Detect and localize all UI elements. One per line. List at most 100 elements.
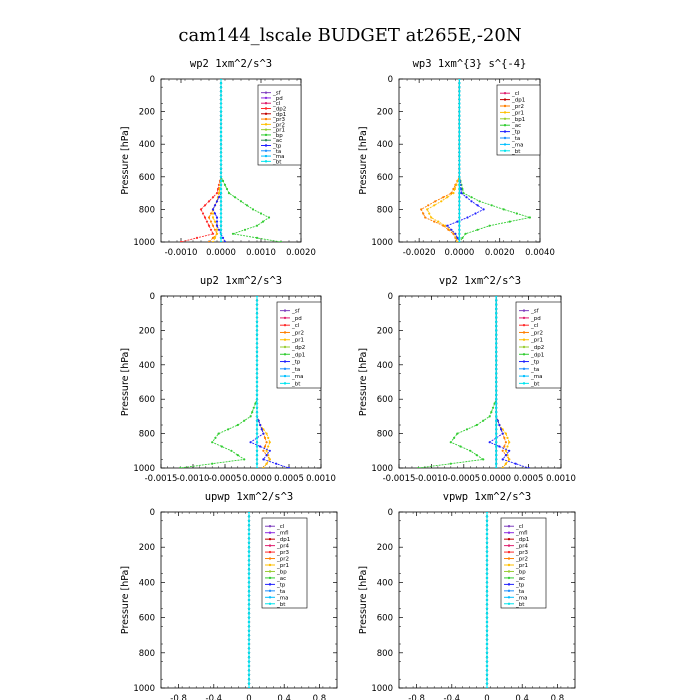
panel-title: wp3 1xm^{3} s^{-4} [413, 58, 527, 70]
legend-label: _bp1 [511, 117, 525, 123]
series-point-bt [485, 651, 489, 654]
series-point-pr1 [504, 462, 507, 465]
legend-label: _bp [515, 569, 526, 575]
x-tick-label: 0.0020 [286, 248, 316, 258]
series-point-dp1 [453, 436, 456, 439]
y-tick-label: 200 [377, 108, 393, 118]
series-point-bt [495, 303, 498, 306]
series-point-bt [255, 376, 259, 379]
legend-marker [268, 531, 272, 534]
series-point-bt [458, 163, 461, 166]
series-point-bt [458, 175, 461, 178]
series-point-bt [485, 512, 489, 514]
series-point-bt [219, 82, 223, 85]
series-point-bt [255, 368, 259, 371]
series-point-dp1 [475, 423, 478, 427]
series-point-bt [458, 151, 461, 154]
series-point-bt [458, 220, 461, 223]
series-point-bt [247, 590, 251, 593]
legend-label: _tp [530, 360, 540, 366]
panel-1: wp2 1xm^2/s^3 Pressure [hPa] 0 200 400 600 800… [120, 58, 316, 258]
series-point-bt [219, 126, 223, 129]
series-point-pr2 [265, 441, 268, 444]
series-point-tp [259, 423, 262, 427]
series-point-bt [485, 594, 489, 597]
series-point-pr1 [268, 458, 271, 461]
legend-marker [503, 117, 507, 121]
series-point-bt [458, 94, 461, 97]
legend-label: _ma [291, 374, 303, 380]
series-point-pr2 [211, 212, 215, 215]
series-point-bt [255, 454, 259, 457]
series-point-bp [239, 200, 243, 203]
series-point-tp [470, 200, 473, 203]
series-point-bt [458, 183, 461, 186]
series-point-tp [456, 236, 459, 239]
series-point-bt [495, 445, 498, 448]
series-point-bt [485, 625, 489, 628]
series-point-tp [223, 240, 227, 242]
series-point-pr3 [207, 216, 211, 219]
series-point-bt [219, 192, 223, 195]
legend-label: _bt [291, 381, 301, 387]
series-point-bt [255, 312, 259, 315]
legend-label: _pr2 [272, 122, 285, 128]
y-tick-label: 800 [377, 205, 393, 215]
series-point-dp1 [490, 411, 493, 414]
legend-label: _ac [515, 576, 525, 582]
series-point-tp [215, 220, 219, 223]
series-point-bt [247, 541, 251, 544]
panel-title: wp2 1xm^2/s^3 [190, 58, 272, 70]
series-point-bt [458, 106, 461, 109]
series-point-bt [219, 90, 223, 93]
legend-label: _pd [272, 96, 283, 102]
series-line-pr3 [208, 79, 222, 242]
plot-area [417, 296, 530, 468]
series-point-bt [255, 346, 259, 349]
series-point-bt [247, 607, 251, 610]
series-point-bt [495, 376, 498, 379]
series-point-bt [458, 212, 461, 215]
series-point-ac [470, 196, 473, 199]
series-point-bt [247, 559, 251, 562]
y-tick-label: 600 [139, 173, 155, 183]
legend: _cl_mfl_dp1_pr4_pr3_pr2_pr1_bp_ac_tp_ta_… [500, 517, 547, 609]
series-point-bt [485, 576, 489, 580]
legend-marker [522, 331, 526, 334]
series-point-ac [478, 200, 481, 203]
series-point-bt [255, 428, 259, 431]
y-tick-label: 800 [377, 430, 393, 440]
series-point-bt [458, 232, 461, 235]
series-point-bt [458, 139, 461, 142]
series-point-bt [485, 559, 489, 562]
legend-marker [264, 123, 268, 126]
legend-marker [268, 537, 272, 541]
legend-label: _pr2 [291, 330, 304, 336]
series-point-bt [495, 398, 498, 401]
series-point-pr2 [217, 192, 221, 195]
series-point-dp1 [469, 449, 472, 452]
legend-marker [503, 98, 507, 101]
series-point-pr2 [434, 200, 437, 203]
series-point-bt [485, 519, 489, 522]
series-point-bt [219, 106, 223, 109]
series-point-pr1 [501, 428, 504, 431]
series-point-bt [495, 423, 498, 427]
series-point-bt [219, 236, 223, 239]
series-point-tp [465, 196, 468, 199]
x-tick-label: -0.4 [444, 694, 461, 700]
series-point-bp [261, 220, 265, 223]
x-tick-label: 0 [246, 694, 251, 700]
series-point-bp [255, 236, 259, 239]
x-tick-label: -0.8 [170, 694, 187, 700]
series-point-bp [245, 204, 249, 207]
legend-marker [522, 353, 526, 356]
x-tick-label: 0.4 [277, 694, 291, 700]
legend-marker [522, 316, 526, 320]
series-point-pr1 [268, 441, 271, 444]
series-point-ac [461, 236, 464, 239]
legend-label: _dp1 [515, 537, 529, 543]
legend-label: _pr3 [272, 117, 286, 123]
series-point-pr1 [453, 187, 456, 191]
series-point-bt [485, 669, 489, 672]
